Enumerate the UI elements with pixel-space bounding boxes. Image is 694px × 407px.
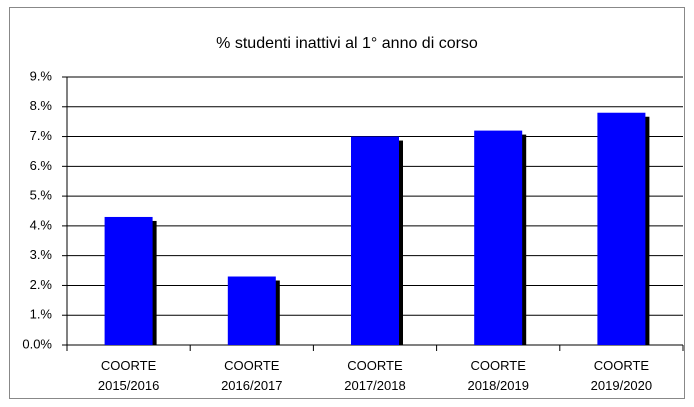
- y-tick-label: 2.%: [30, 277, 53, 292]
- y-tick-label: 7.%: [30, 128, 53, 143]
- chart-title: % studenti inattivi al 1° anno di corso: [216, 35, 478, 52]
- y-tick-label: 3.%: [30, 247, 53, 262]
- x-tick-label: COORTE 2018/2019: [467, 358, 528, 393]
- y-tick-label: 1.%: [30, 307, 53, 322]
- bar: [597, 112, 646, 345]
- x-tick-label: COORTE 2017/2018: [344, 358, 405, 393]
- y-tick-label: 6.%: [30, 158, 53, 173]
- x-tick-label: COORTE 2019/2020: [591, 358, 652, 393]
- y-tick-label: 9.%: [30, 68, 53, 83]
- y-tick-label: 8.%: [30, 98, 53, 113]
- x-tick-label: COORTE 2015/2016: [98, 358, 159, 393]
- x-tick-label: COORTE 2016/2017: [221, 358, 282, 393]
- bar: [474, 130, 523, 345]
- bar: [351, 136, 399, 345]
- bar: [227, 276, 276, 345]
- y-tick-label: 5.%: [30, 188, 53, 203]
- y-tick-label: 0.0%: [22, 336, 52, 351]
- y-tick-label: 4.%: [30, 217, 53, 232]
- bar: [104, 216, 153, 345]
